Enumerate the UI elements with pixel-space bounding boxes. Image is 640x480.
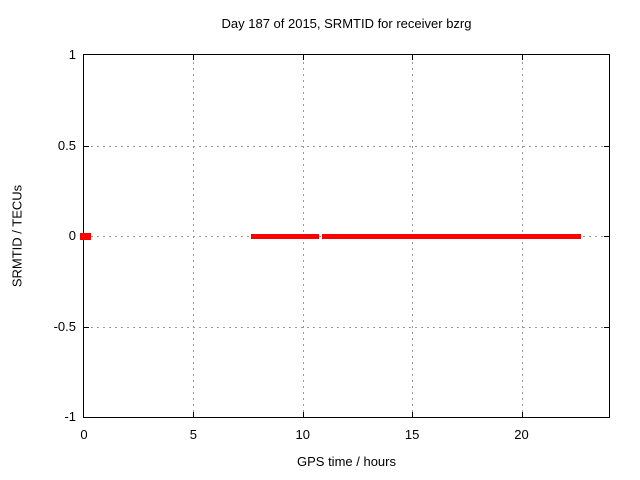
x-tick-label: 10 (295, 427, 310, 442)
y-tick-label: 0 (68, 228, 76, 243)
x-tick-mark-top (412, 55, 414, 60)
y-gridline (85, 326, 608, 328)
x-tick-mark-bottom (412, 412, 414, 417)
x-tick-mark-bottom (302, 412, 304, 417)
x-tick-mark-top (521, 55, 523, 60)
data-point (79, 232, 91, 240)
y-tick-label: -1 (64, 409, 76, 424)
y-tick-mark-right (604, 145, 609, 147)
y-tick-mark-right (604, 236, 609, 237)
data-segment (322, 233, 582, 239)
x-tick-mark-top (193, 55, 195, 60)
x-tick-mark-top (302, 55, 304, 60)
x-axis-label: GPS time / hours (297, 454, 396, 469)
y-tick-mark-left (84, 145, 89, 147)
y-tick-label: 0.5 (57, 137, 76, 153)
y-tick-label: 1 (68, 47, 76, 62)
y-tick-mark-left (84, 326, 89, 328)
x-tick-label: 15 (404, 427, 420, 442)
plot-area (79, 55, 609, 417)
x-tick-label: 0 (80, 427, 88, 442)
x-tick-mark-bottom (193, 412, 195, 417)
y-tick-label: -0.5 (53, 318, 76, 334)
y-tick-mark-right (604, 326, 609, 328)
chart-title: Day 187 of 2015, SRMTID for receiver bzr… (221, 16, 472, 31)
x-tick-mark-bottom (521, 412, 523, 417)
x-tick-label: 5 (189, 427, 197, 442)
x-tick-label: 20 (514, 427, 529, 442)
data-segment (250, 233, 319, 239)
y-gridline (85, 145, 608, 147)
